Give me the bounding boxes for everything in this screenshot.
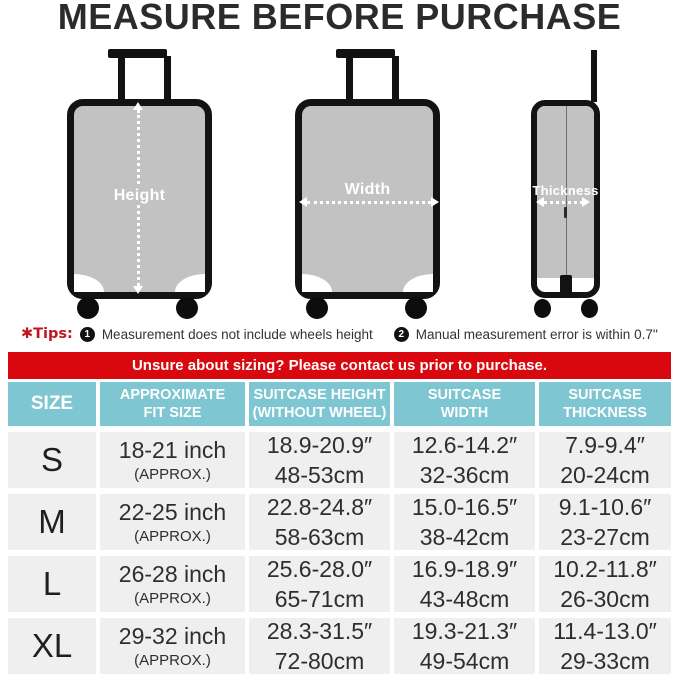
header-fit-size: APPROXIMATE FIT SIZE: [100, 382, 245, 426]
trolley-handle-bar: [108, 49, 167, 58]
cover-corner-cutout: [74, 274, 104, 292]
table-row-l-thickness: 10.2-11.8″ 26-30cm: [539, 556, 671, 612]
trolley-handle-posts: [118, 56, 171, 100]
trolley-handle-posts: [346, 56, 399, 100]
table-row-l-fit: 26-28 inch (APPROX.): [100, 556, 245, 612]
arrow-up-icon: [133, 102, 143, 110]
suitcase-side-thickness: Thickness: [525, 45, 615, 330]
zipper-pull: [564, 207, 567, 218]
cover-corner-cutout: [175, 274, 205, 292]
table-row-xl-fit: 29-32 inch (APPROX.): [100, 618, 245, 674]
wheel: [581, 299, 598, 318]
table-row-xl-height: 28.3-31.5″ 72-80cm: [249, 618, 390, 674]
table-row-m-height: 22.8-24.8″ 58-63cm: [249, 494, 390, 550]
trolley-handle-pole: [591, 50, 597, 102]
wheel: [534, 299, 551, 318]
width-arrow-line: [307, 201, 431, 204]
arrow-down-icon: [133, 286, 143, 294]
table-row-xl-width: 19.3-21.3″ 49-54cm: [394, 618, 535, 674]
header-size: SIZE: [8, 382, 96, 426]
table-row-s-thickness: 7.9-9.4″ 20-24cm: [539, 432, 671, 488]
contact-banner: Unsure about sizing? Please contact us p…: [8, 352, 671, 379]
wheel: [176, 297, 198, 319]
suitcase-body: [295, 99, 440, 299]
tips-line: ✱Tips: 1 Measurement does not include wh…: [0, 326, 679, 342]
wheel: [306, 297, 328, 319]
table-row-xl-size: XL: [8, 618, 96, 674]
suitcase-front-width: Width: [289, 45, 449, 330]
page-title: MEASURE BEFORE PURCHASE: [57, 0, 622, 37]
table-row-m-fit: 22-25 inch (APPROX.): [100, 494, 245, 550]
wheel: [77, 297, 99, 319]
arrow-left-icon: [299, 197, 307, 207]
wheel: [405, 297, 427, 319]
table-row-s-fit: 18-21 inch (APPROX.): [100, 432, 245, 488]
size-table: SIZE APPROXIMATE FIT SIZE SUITCASE HEIGH…: [8, 382, 671, 674]
table-row-l-size: L: [8, 556, 96, 612]
header-suitcase-height: SUITCASE HEIGHT (WITHOUT WHEEL): [249, 382, 390, 426]
table-row-s-size: S: [8, 432, 96, 488]
arrow-left-icon: [536, 197, 544, 207]
cover-corner-cutout: [302, 274, 332, 292]
table-row-m-width: 15.0-16.5″ 38-42cm: [394, 494, 535, 550]
cover-corner-cutout: [403, 274, 433, 292]
tip-2-bullet-icon: 2: [393, 326, 409, 342]
header-suitcase-thickness: SUITCASE THICKNESS: [539, 382, 671, 426]
table-row-xl-thickness: 11.4-13.0″ 29-33cm: [539, 618, 671, 674]
table-row-s-width: 12.6-14.2″ 32-36cm: [394, 432, 535, 488]
zipper-end-tab: [559, 275, 572, 294]
tip-2-text: Manual measurement error is within 0.7'': [415, 326, 658, 342]
tips-label: ✱Tips:: [20, 326, 73, 342]
table-row-s-height: 18.9-20.9″ 48-53cm: [249, 432, 390, 488]
arrow-right-icon: [582, 197, 590, 207]
arrow-right-icon: [431, 197, 439, 207]
height-label: Height: [111, 187, 168, 204]
tip-1-text: Measurement does not include wheels heig…: [101, 326, 373, 342]
table-row-m-size: M: [8, 494, 96, 550]
trolley-handle-bar: [336, 49, 395, 58]
table-row-l-width: 16.9-18.9″ 43-48cm: [394, 556, 535, 612]
header-suitcase-width: SUITCASE WIDTH: [394, 382, 535, 426]
table-row-m-thickness: 9.1-10.6″ 23-27cm: [539, 494, 671, 550]
thickness-arrow-line: [544, 201, 583, 204]
thickness-label: Thickness: [532, 183, 599, 198]
tip-1-bullet-icon: 1: [79, 326, 95, 342]
zipper-line: [565, 106, 567, 280]
width-label: Width: [344, 181, 391, 198]
suitcase-front-height: Height: [61, 45, 221, 330]
table-row-l-height: 25.6-28.0″ 65-71cm: [249, 556, 390, 612]
